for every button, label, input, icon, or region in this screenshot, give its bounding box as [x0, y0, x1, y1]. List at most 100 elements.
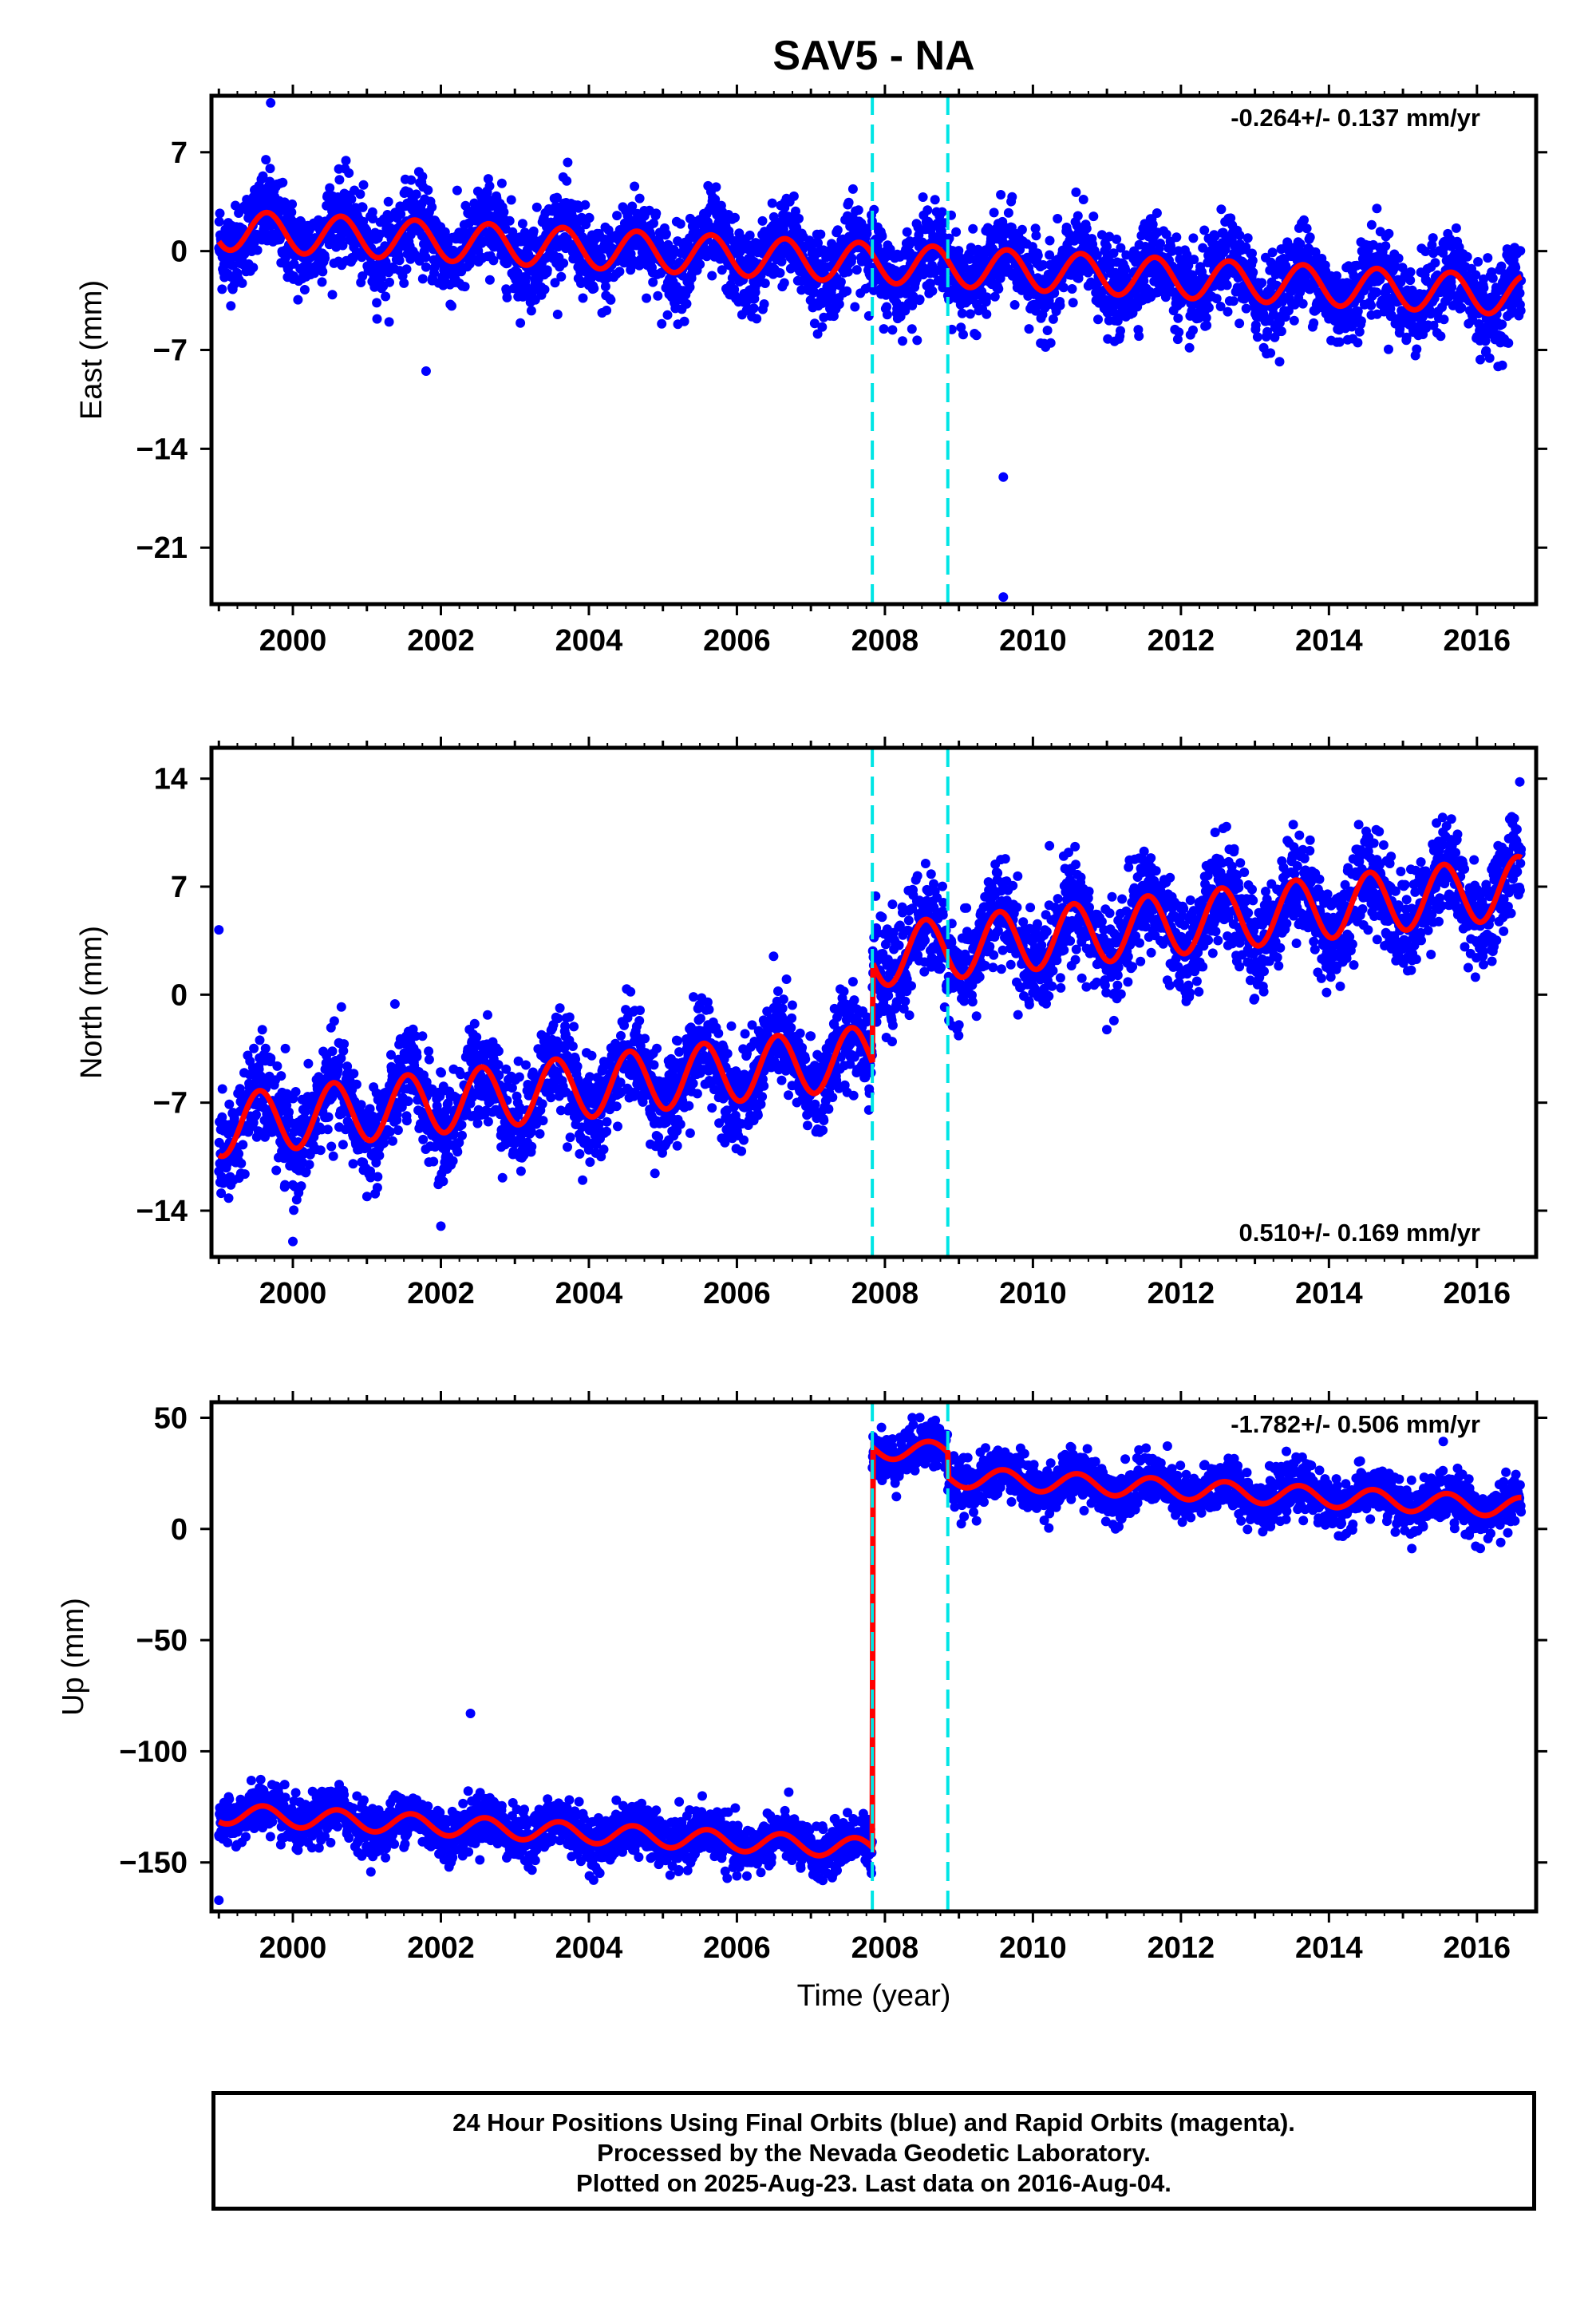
- data-point: [257, 1025, 267, 1035]
- data-point: [322, 1124, 333, 1135]
- data-point: [381, 291, 391, 302]
- data-point: [341, 156, 351, 166]
- data-point: [1462, 251, 1472, 262]
- data-point: [238, 1140, 248, 1150]
- data-point: [261, 155, 271, 165]
- data-point: [289, 1205, 299, 1215]
- data-point: [290, 1087, 301, 1097]
- data-point: [851, 265, 862, 275]
- data-point: [847, 253, 857, 263]
- data-point: [215, 208, 225, 219]
- data-point: [1436, 331, 1446, 342]
- data-point: [336, 233, 346, 243]
- data-point: [996, 190, 1006, 200]
- data-point: [358, 202, 368, 212]
- data-point: [296, 1181, 306, 1192]
- data-point: [417, 1031, 428, 1041]
- data-point: [348, 1159, 358, 1169]
- data-point: [346, 194, 357, 204]
- data-point: [1497, 319, 1507, 330]
- data-point: [918, 192, 928, 202]
- data-point: [842, 286, 852, 296]
- data-point: [1515, 306, 1526, 316]
- data-point: [584, 213, 595, 223]
- outlier-point: [266, 97, 276, 108]
- data-point: [1456, 302, 1467, 313]
- data-point: [1384, 344, 1393, 354]
- data-point: [832, 225, 843, 235]
- data-point: [249, 1043, 259, 1053]
- data-point: [850, 302, 860, 312]
- data-point: [1073, 211, 1083, 221]
- east-panel: 2000 2002 2004 2006 2008 2010 2012 2014 201670−7…: [75, 85, 1547, 658]
- data-point: [1189, 255, 1199, 265]
- data-point: [334, 175, 345, 185]
- data-point: [749, 303, 759, 314]
- data-point: [965, 309, 975, 319]
- data-point: [338, 240, 348, 251]
- y-tick-label: −7: [153, 334, 188, 368]
- data-point: [653, 290, 663, 301]
- data-point: [1353, 338, 1363, 348]
- data-point: [788, 191, 799, 201]
- data-point: [372, 298, 382, 308]
- data-point: [406, 175, 417, 185]
- data-point: [287, 199, 298, 209]
- data-point: [504, 215, 515, 226]
- data-point: [675, 219, 685, 229]
- data-point: [1184, 342, 1195, 353]
- data-point: [951, 227, 962, 237]
- data-point: [272, 1061, 282, 1071]
- data-point: [1375, 275, 1385, 285]
- data-point: [1148, 219, 1158, 230]
- data-point: [421, 252, 431, 263]
- data-point: [1242, 233, 1253, 243]
- data-point: [552, 192, 562, 203]
- data-point: [266, 1053, 276, 1063]
- data-point: [1451, 223, 1461, 233]
- data-point: [412, 1052, 422, 1061]
- data-point: [954, 246, 964, 256]
- data-point: [1188, 233, 1199, 243]
- data-point: [417, 231, 427, 241]
- data-point: [915, 294, 925, 305]
- data-point: [707, 271, 717, 281]
- data-point: [286, 207, 297, 217]
- data-point: [280, 1043, 290, 1053]
- data-point: [1068, 298, 1078, 308]
- data-point: [679, 316, 689, 326]
- data-point: [1295, 239, 1306, 249]
- data-point: [657, 318, 667, 329]
- data-point: [1381, 241, 1391, 251]
- data-point: [695, 259, 705, 270]
- data-point: [1372, 204, 1382, 214]
- data-point: [752, 314, 762, 324]
- data-point: [394, 255, 405, 266]
- data-point: [448, 1156, 458, 1166]
- data-point: [1202, 320, 1212, 330]
- data-point: [496, 178, 507, 188]
- x-tick-label: 2010: [999, 624, 1067, 658]
- data-point: [1384, 228, 1394, 239]
- data-point: [385, 1127, 395, 1137]
- data-point: [816, 229, 826, 239]
- data-point: [1393, 253, 1404, 263]
- data-point: [472, 1032, 482, 1042]
- data-point: [779, 278, 789, 288]
- data-point: [902, 227, 912, 237]
- data-point: [1235, 318, 1245, 329]
- time-series-figure: 2000 2002 2004 2006 2008 2010 2012 2014 201670−7…: [57, 85, 1547, 2013]
- data-point: [1497, 360, 1507, 370]
- data-point: [1024, 324, 1034, 334]
- data-point: [794, 213, 804, 223]
- data-point: [271, 1165, 282, 1176]
- data-point: [730, 212, 740, 223]
- data-point: [1235, 230, 1245, 240]
- data-point: [276, 1071, 286, 1081]
- data-point: [293, 294, 303, 305]
- data-point: [327, 290, 338, 300]
- data-point: [265, 164, 275, 174]
- data-point: [531, 202, 542, 212]
- data-point: [1045, 235, 1055, 246]
- data-point: [303, 1058, 314, 1069]
